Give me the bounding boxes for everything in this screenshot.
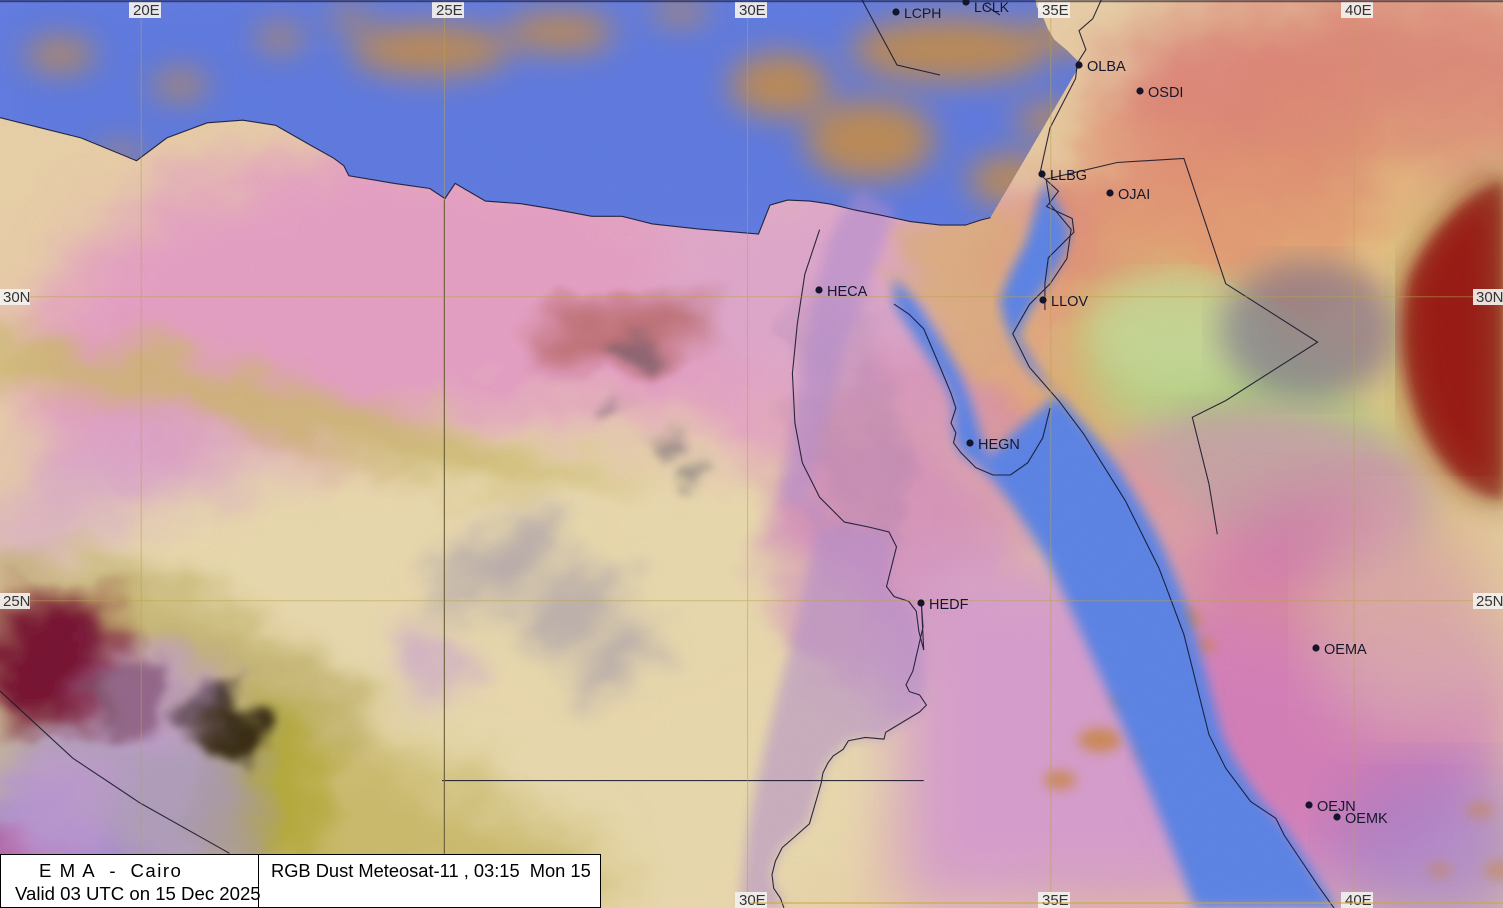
svg-text:30E: 30E (739, 2, 766, 19)
svg-text:40E: 40E (1345, 2, 1372, 19)
svg-text:OSDI: OSDI (1148, 85, 1183, 101)
svg-text:30E: 30E (739, 892, 766, 908)
svg-text:OJAI: OJAI (1118, 187, 1150, 203)
svg-text:LLBG: LLBG (1050, 168, 1087, 184)
svg-text:35E: 35E (1042, 892, 1069, 908)
svg-text:OLBA: OLBA (1087, 59, 1126, 75)
svg-text:35E: 35E (1042, 2, 1069, 19)
svg-text:HEGN: HEGN (978, 437, 1020, 453)
svg-text:30N: 30N (1476, 289, 1503, 306)
svg-text:40E: 40E (1345, 892, 1372, 908)
svg-text:OEMA: OEMA (1324, 642, 1367, 658)
svg-text:OEMK: OEMK (1345, 811, 1388, 827)
svg-text:LLOV: LLOV (1051, 294, 1088, 310)
svg-text:20E: 20E (133, 2, 160, 19)
svg-text:30N: 30N (3, 289, 31, 306)
svg-text:LCLK: LCLK (974, 0, 1010, 15)
svg-text:25E: 25E (436, 2, 463, 19)
svg-text:HECA: HECA (827, 284, 868, 300)
svg-text:HEDF: HEDF (929, 597, 969, 613)
svg-text:25N: 25N (3, 593, 31, 610)
svg-text:25N: 25N (1476, 593, 1503, 610)
svg-text:LCPH: LCPH (904, 5, 941, 21)
